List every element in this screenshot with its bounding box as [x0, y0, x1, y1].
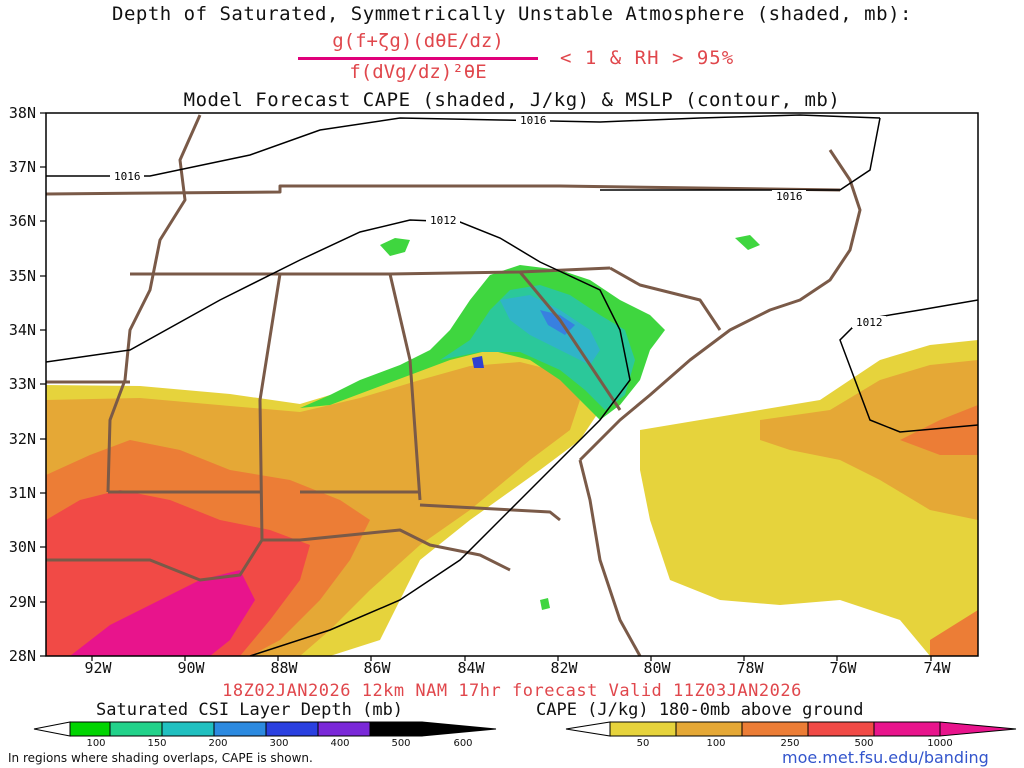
- alabama-georgia-border: [388, 273, 422, 501]
- north-south-carolina-border: [609, 266, 722, 331]
- tennessee-south-border: [130, 266, 611, 276]
- title-line-1: Depth of Saturated, Symmetrically Unstab…: [112, 3, 912, 25]
- csi-tick-label: 150: [147, 738, 167, 749]
- isobar-1012-central: [46, 219, 631, 656]
- longitude-label: 92W: [84, 659, 112, 677]
- florida-east-coast: [578, 459, 642, 656]
- isobar-label: 1016: [520, 114, 547, 127]
- isobar-label: 1012: [856, 316, 883, 329]
- isobar-label: 1016: [114, 170, 141, 183]
- latitude-label: 28N: [8, 647, 36, 665]
- cape-region-east-100: [760, 360, 978, 520]
- isobar-label: 1012: [430, 214, 457, 227]
- csi-region-200: [500, 295, 600, 365]
- latitude-label: 34N: [8, 321, 36, 339]
- latitude-label: 32N: [8, 430, 36, 448]
- csi-tick-label: 400: [330, 738, 350, 749]
- isobar-1016-east: [600, 117, 881, 191]
- csi-region-400: [472, 356, 484, 368]
- latitude-label: 30N: [8, 538, 36, 556]
- longitude-label: 76W: [829, 659, 857, 677]
- isobar-1016-north: [46, 114, 881, 177]
- mississippi-river: [106, 114, 202, 493]
- cape-region-east-250: [900, 405, 978, 455]
- cape-tick-label: 50: [636, 738, 650, 749]
- csi-cell: [380, 238, 410, 256]
- cape-colorbar-title: CAPE (J/kg) 180-0mb above ground: [536, 700, 864, 720]
- csi-tick-label: 100: [86, 738, 106, 749]
- georgia-south-carolina-border: [518, 271, 622, 411]
- csi-tick-label: 600: [453, 738, 473, 749]
- cape-region-corner-250: [930, 610, 978, 656]
- latitude-label: 36N: [8, 212, 36, 230]
- longitude-label: 90W: [177, 659, 205, 677]
- cape-region-west-1000: [70, 570, 255, 656]
- csi-cell: [735, 235, 760, 250]
- cape-tick-label: 1000: [927, 738, 953, 749]
- longitude-label: 88W: [270, 659, 298, 677]
- latitude-label: 33N: [8, 375, 36, 393]
- isobar-layer: [46, 114, 978, 656]
- axis-ticks: [40, 112, 932, 661]
- longitude-label: 74W: [923, 659, 951, 677]
- csi-tick-label: 300: [269, 738, 289, 749]
- gulf-coast: [46, 528, 511, 582]
- latitude-label: 35N: [8, 267, 36, 285]
- longitude-label: 86W: [363, 659, 391, 677]
- longitude-label: 82W: [550, 659, 578, 677]
- csi-colorbar-title: Saturated CSI Layer Depth (mb): [96, 700, 404, 720]
- isobar-label: 1016: [776, 190, 803, 203]
- longitude-label: 78W: [736, 659, 764, 677]
- latitude-label: 38N: [8, 104, 36, 122]
- latitude-label: 31N: [8, 484, 36, 502]
- shading-layer: [46, 235, 978, 656]
- borders-layer: [46, 114, 862, 656]
- cape-tick-label: 100: [706, 738, 726, 749]
- formula-condition: < 1 & RH > 95%: [560, 47, 735, 69]
- title-line-3: Model Forecast CAPE (shaded, J/kg) & MSL…: [183, 89, 841, 111]
- overlap-note: In regions where shading overlaps, CAPE …: [8, 751, 313, 765]
- tennessee-kentucky-border: [46, 184, 841, 196]
- csi-tick-label: 500: [391, 738, 411, 749]
- latitude-label: 29N: [8, 593, 36, 611]
- formula-fraction-line: [298, 57, 538, 60]
- longitude-label: 80W: [643, 659, 671, 677]
- csi-tick-label: 200: [208, 738, 228, 749]
- csi-region-150: [440, 285, 635, 410]
- atlantic-coast: [578, 149, 862, 462]
- formula-denominator: f(dVg/dz)²θE: [349, 61, 487, 83]
- georgia-florida-border: [419, 503, 561, 522]
- source-url: moe.met.fsu.edu/banding: [782, 748, 989, 767]
- csi-cell: [540, 598, 550, 610]
- formula-numerator: g(f+ζg)(dθE/dz): [332, 30, 504, 52]
- cape-tick-label: 250: [780, 738, 800, 749]
- latitude-label: 37N: [8, 158, 36, 176]
- isobar-label-layer: 1016 1016 1016 1012 1012: [110, 114, 886, 329]
- forecast-valid-line: 18Z02JAN2026 12km NAM 17hr forecast Vali…: [222, 681, 802, 701]
- cape-tick-label: 500: [854, 738, 874, 749]
- longitude-label: 84W: [457, 659, 485, 677]
- isobar-1012-east: [839, 299, 978, 433]
